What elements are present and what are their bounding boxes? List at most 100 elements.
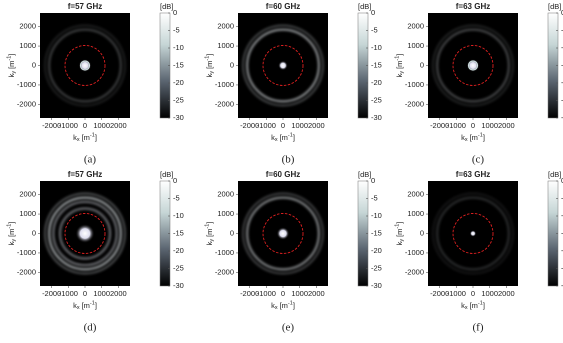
colorbar-tick-label: 0	[371, 176, 375, 185]
y-tick-label: -2000	[405, 267, 424, 276]
x-tick-label: 0	[83, 289, 87, 298]
y-axis-label: ky [m-1]	[7, 222, 18, 246]
colorbar-tick-label: -20	[371, 246, 382, 255]
y-tick-label: 2000	[217, 190, 234, 199]
label-part: k	[205, 241, 214, 245]
y-tick-label: 1000	[407, 41, 424, 50]
y-tick-label: -1000	[405, 80, 424, 89]
label-part: ]	[293, 133, 295, 142]
field-image	[432, 192, 514, 275]
label-part: y	[209, 71, 215, 74]
colorbar-tick-label: -30	[371, 113, 382, 122]
x-tick-label: -2000	[42, 121, 61, 130]
y-tick-label: 1000	[407, 209, 424, 218]
ring	[52, 200, 118, 267]
y-axis-label: ky [m-1]	[395, 222, 406, 246]
label-part: -1	[90, 301, 95, 307]
label-part: ]	[483, 301, 485, 310]
y-tick-label: 2000	[217, 22, 234, 31]
x-tick-label: -1000	[447, 121, 466, 130]
colorbar-label: [dB]	[548, 2, 561, 11]
dashed-circle	[64, 213, 106, 254]
colorbar-tick-label: -20	[173, 78, 184, 87]
caption: (a)	[84, 154, 97, 166]
label-part: x	[77, 137, 80, 143]
colorbar-label: [dB]	[160, 170, 173, 179]
x-axis-label: kx [m-1]	[461, 133, 485, 144]
ring	[436, 28, 510, 103]
label-part: ]	[95, 301, 97, 310]
label-part: [m	[470, 301, 478, 310]
caption: (c)	[472, 154, 485, 166]
field-image	[44, 192, 126, 275]
label-part: [m	[470, 133, 478, 142]
colorbar-tick-label: -15	[371, 60, 382, 69]
colorbar-tick-label: -25	[561, 263, 563, 272]
colorbar-tick-label: -30	[561, 281, 563, 290]
label-part: -1	[205, 56, 211, 61]
y-tick-label: 1000	[217, 209, 234, 218]
dashed-circle	[262, 45, 304, 86]
label-part: k	[395, 73, 404, 77]
label-part: -1	[7, 224, 13, 229]
label-part: [m	[82, 133, 90, 142]
y-tick-label: 0	[32, 228, 36, 237]
colorbar-tick-label: -25	[561, 95, 563, 104]
ring	[48, 196, 122, 271]
x-tick-label: -1000	[59, 289, 78, 298]
panel-title: f=57 GHz	[68, 2, 102, 11]
field-image	[44, 24, 126, 107]
panel-title: f=60 GHz	[266, 2, 300, 11]
x-tick-label: 0	[281, 121, 285, 130]
y-tick-label: 0	[230, 228, 234, 237]
y-tick-label: 1000	[19, 41, 36, 50]
colorbar-tick-label: -5	[173, 193, 180, 202]
label-part: y	[399, 71, 405, 74]
y-tick-label: -2000	[215, 267, 234, 276]
label-part: [m	[7, 229, 16, 237]
label-part: [m	[7, 61, 16, 69]
field-image	[432, 24, 514, 107]
label-part: -1	[90, 133, 95, 139]
x-axis-label: kx [m-1]	[271, 133, 295, 144]
colorbar-tick-label: -25	[371, 263, 382, 272]
y-tick-label: 2000	[407, 22, 424, 31]
label-part: -1	[288, 301, 293, 307]
colorbar-tick-label: -10	[371, 211, 382, 220]
dashed-circle	[64, 45, 106, 86]
x-axis-label: kx [m-1]	[461, 301, 485, 312]
colorbar-tick-label: -10	[173, 211, 184, 220]
label-part: k	[7, 73, 16, 77]
label-part: x	[77, 305, 80, 311]
y-tick-label: -2000	[17, 267, 36, 276]
colorbar-tick-label: -20	[371, 78, 382, 87]
colorbar-tick-label: -25	[371, 95, 382, 104]
ring	[246, 196, 320, 271]
ring	[48, 28, 122, 103]
x-tick-label: -2000	[430, 289, 449, 298]
ring	[242, 192, 324, 275]
label-part: k	[271, 133, 275, 142]
colorbar-tick-label: 0	[561, 8, 563, 17]
label-part: y	[11, 239, 17, 242]
label-part: -1	[395, 224, 401, 229]
x-tick-label: 2000	[110, 121, 127, 130]
caption: (d)	[84, 322, 97, 334]
colorbar-tick-label: -5	[561, 25, 563, 34]
panel-title: f=63 GHz	[456, 170, 490, 179]
spot	[75, 223, 95, 244]
label-part: [m	[205, 61, 214, 69]
label-part: k	[461, 133, 465, 142]
label-part: k	[271, 301, 275, 310]
y-tick-label: 2000	[407, 190, 424, 199]
label-part: x	[465, 305, 468, 311]
label-part: ]	[7, 54, 16, 56]
y-tick-label: 2000	[19, 190, 36, 199]
label-part: [m	[280, 133, 288, 142]
y-tick-label: -1000	[17, 80, 36, 89]
label-part: y	[11, 71, 17, 74]
y-tick-label: -2000	[405, 99, 424, 108]
y-axis-label: ky [m-1]	[205, 54, 216, 78]
x-tick-label: 2000	[110, 289, 127, 298]
colorbar-tick-label: -30	[173, 113, 184, 122]
